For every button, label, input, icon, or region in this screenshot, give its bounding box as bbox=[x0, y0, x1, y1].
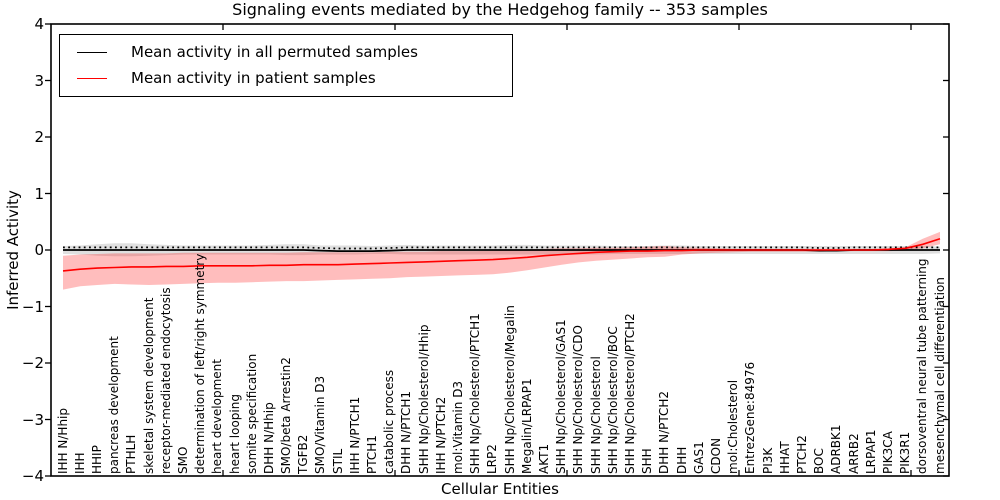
x-tick-label: Megalin/LRPAP1 bbox=[519, 378, 534, 474]
x-tick-label: determination of left/right symmetry bbox=[193, 253, 208, 474]
permuted-mean-dotted-line bbox=[63, 246, 940, 250]
x-tick-label: PTCH1 bbox=[365, 435, 379, 474]
x-tick-label: HHIP bbox=[89, 445, 104, 474]
x-tick-label: SHH Np/Cholesterol/GAS1 bbox=[554, 319, 569, 474]
x-tick-label: SMO/beta Arrestin2 bbox=[279, 357, 293, 474]
x-tick-label: SHH Np/Cholesterol/Hhip bbox=[416, 324, 431, 474]
legend: Mean activity in all permuted samples Me… bbox=[59, 34, 513, 97]
x-tick-label: receptor-mediated endocytosis bbox=[158, 287, 173, 474]
x-axis-label: Cellular Entities bbox=[441, 480, 559, 498]
x-tick-label: SHH Np/Cholesterol/PTCH2 bbox=[623, 313, 637, 474]
x-tick-label: ARRB2 bbox=[846, 433, 861, 474]
x-tick-label: SHH Np/Cholesterol bbox=[588, 356, 603, 474]
legend-label-patient: Mean activity in patient samples bbox=[131, 69, 376, 88]
x-tick-label: pancreas development bbox=[107, 336, 122, 474]
x-tick-label: mol:Cholesterol bbox=[726, 379, 741, 474]
x-tick-label: SHH Np/Cholesterol/Megalin bbox=[502, 305, 517, 474]
x-tick-label: IHH N/PTCH2 bbox=[433, 396, 448, 474]
x-tick-label: mesenchymal cell differentiation bbox=[932, 277, 947, 474]
x-tick-label: CDON bbox=[709, 437, 723, 474]
x-tick-label: ADRBK1 bbox=[829, 424, 844, 474]
x-tick-label: SHH Np/Cholesterol/CDO bbox=[571, 325, 586, 474]
chart-title: Signaling events mediated by the Hedgeho… bbox=[232, 0, 768, 19]
x-tick-label: mol:Vitamin D3 bbox=[451, 380, 465, 474]
patient-mean-line bbox=[62, 237, 941, 272]
x-tick-label: PIK3R1 bbox=[898, 431, 913, 474]
x-tick-label: IHH N/PTCH1 bbox=[347, 396, 362, 474]
x-tick-label: GAS1 bbox=[691, 441, 706, 474]
x-tick-label: SHH Np/Cholesterol/PTCH1 bbox=[468, 313, 483, 474]
x-tick-label: SMO bbox=[175, 446, 190, 474]
x-tick-label: skeletal system development bbox=[141, 297, 156, 474]
y-tick-label: −3 bbox=[21, 411, 44, 429]
x-tick-label: IHH N/Hhip bbox=[55, 408, 70, 474]
x-tick-label: DHH bbox=[674, 446, 689, 474]
legend-line-patient-icon bbox=[77, 78, 107, 80]
y-tick-label: 0 bbox=[34, 241, 44, 259]
x-tick-label: IHH bbox=[72, 452, 87, 474]
y-tick-label: −1 bbox=[21, 298, 44, 316]
legend-entry-permuted: Mean activity in all permuted samples bbox=[60, 43, 512, 62]
x-tick-label: PTHLH bbox=[124, 434, 139, 474]
y-tick-label: 1 bbox=[34, 185, 44, 203]
legend-line-permuted-icon bbox=[77, 51, 107, 53]
y-tick-label: −2 bbox=[21, 354, 44, 372]
x-tick-label: dorsoventral neural tube patterning bbox=[915, 258, 930, 474]
y-tick-label: 3 bbox=[34, 72, 44, 90]
x-tick-label: AKT1 bbox=[537, 443, 551, 474]
patient-samples-range-band bbox=[63, 231, 940, 290]
x-tick-label: EntrezGene:84976 bbox=[743, 361, 758, 474]
x-tick-label: STIL bbox=[330, 448, 345, 474]
y-tick-label: 2 bbox=[34, 128, 44, 146]
legend-entry-patient: Mean activity in patient samples bbox=[60, 69, 512, 88]
x-tick-label: PI3K bbox=[760, 447, 775, 474]
x-tick-label: PIK3CA bbox=[880, 431, 895, 474]
x-tick-label: SHH Np/Cholesterol/BOC bbox=[605, 326, 620, 474]
x-tick-label: PTCH2 bbox=[794, 435, 809, 474]
x-tick-label: heart looping bbox=[227, 394, 242, 474]
x-tick-label: DHH N/PTCH2 bbox=[657, 390, 672, 474]
x-tick-label: DHH N/Hhip bbox=[261, 402, 276, 474]
x-tick-label: catabolic process bbox=[382, 369, 397, 474]
x-tick-label: BOC bbox=[812, 448, 827, 474]
legend-label-permuted: Mean activity in all permuted samples bbox=[131, 42, 418, 61]
x-tick-label: TGFB2 bbox=[296, 434, 311, 474]
y-tick-label: 4 bbox=[34, 15, 44, 33]
x-tick-label: SMO/Vitamin D3 bbox=[313, 375, 328, 474]
x-tick-label: SHH bbox=[640, 448, 655, 474]
x-tick-label: DHH N/PTCH1 bbox=[399, 390, 414, 474]
y-tick-label: −4 bbox=[21, 467, 44, 485]
x-tick-label: heart development bbox=[210, 359, 225, 474]
x-tick-label: somite specification bbox=[244, 353, 259, 474]
x-tick-label: LRP2 bbox=[485, 444, 500, 474]
x-tick-label: LRPAP1 bbox=[863, 429, 878, 474]
x-tick-label: HHAT bbox=[777, 441, 792, 474]
